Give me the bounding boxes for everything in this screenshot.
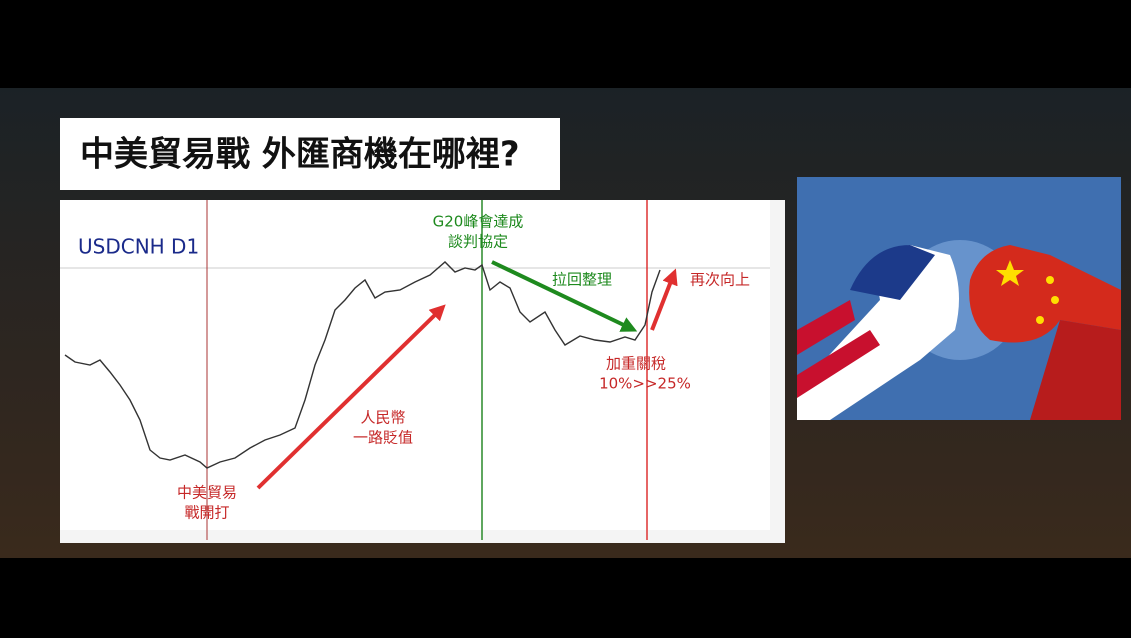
trade-war-illustration	[797, 177, 1121, 420]
annotation: 拉回整理	[552, 271, 612, 289]
time-scale	[60, 530, 770, 543]
annotation: 一路貶值	[353, 429, 413, 447]
annotation: 戰開打	[184, 504, 229, 522]
china-star	[1046, 276, 1054, 284]
price-path	[64, 261, 661, 469]
us-stripes	[797, 300, 880, 398]
arrow	[650, 268, 678, 331]
title: 中美貿易戰 外匯商機在哪裡?	[80, 135, 520, 175]
symbol-label: USDCNH D1	[78, 235, 199, 259]
china-star	[996, 260, 1024, 286]
us-canton	[850, 245, 935, 300]
title-box	[60, 118, 560, 190]
chart-panel	[60, 200, 785, 543]
china-sleeve	[1030, 320, 1121, 420]
annotation: 10%>>25%	[599, 375, 691, 393]
arrow	[491, 260, 638, 332]
us-fist	[797, 245, 959, 420]
price-scale	[770, 200, 785, 543]
annotation: G20峰會達成	[433, 213, 524, 231]
annotation: 加重關稅	[606, 355, 666, 373]
chart-image: USDCNH D1 G20峰會達成 談判協定 拉回整理 再次向上 人民幣 一路貶…	[60, 200, 785, 543]
annotation: 人民幣	[360, 409, 405, 427]
china-star	[1036, 316, 1044, 324]
arrow	[256, 304, 446, 490]
annotation: 再次向上	[690, 271, 750, 289]
annotation: 中美貿易	[177, 484, 237, 502]
china-star	[1051, 296, 1059, 304]
annotation: 談判協定	[448, 233, 508, 251]
